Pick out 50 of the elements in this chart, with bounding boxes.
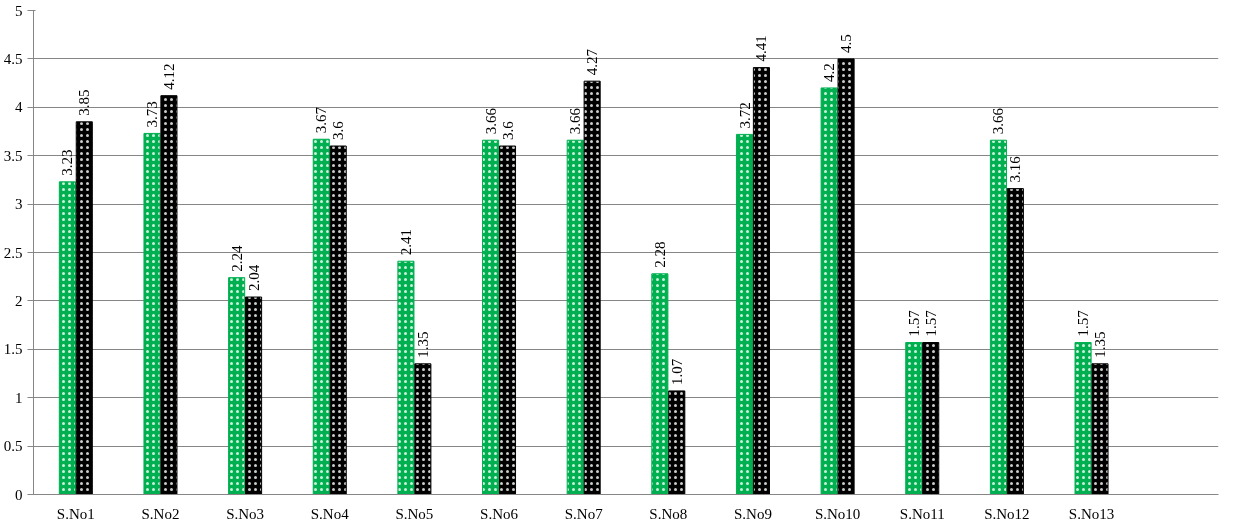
data-label: 3.23 <box>59 149 76 176</box>
y-tick-label: 0.5 <box>3 438 23 455</box>
x-tick-label: S.No1 <box>56 505 95 522</box>
data-label: 1.35 <box>1092 331 1108 358</box>
x-tick-label: S.No13 <box>1068 505 1115 522</box>
x-tick-label: S.No4 <box>310 505 350 522</box>
x-tick-label: S.No2 <box>141 505 180 522</box>
y-tick-label: 3.5 <box>3 147 23 164</box>
x-tick-label: S.No9 <box>734 505 772 522</box>
data-label: 4.5 <box>838 34 855 53</box>
data-label: 3.66 <box>482 107 499 135</box>
x-tick-label: S.No10 <box>814 505 861 522</box>
data-label: 3.66 <box>567 107 584 135</box>
data-label: 1.07 <box>668 358 685 385</box>
y-tick-label: 3 <box>15 196 23 213</box>
data-label: 1.35 <box>414 331 431 358</box>
data-label: 4.27 <box>584 48 601 76</box>
data-label: 3.6 <box>499 120 516 141</box>
data-label: 4.41 <box>753 35 770 62</box>
data-label: 3.67 <box>313 106 330 134</box>
data-label: 3.16 <box>1007 155 1024 183</box>
data-label: 3.72 <box>736 102 753 129</box>
x-tick-label: S.No6 <box>480 505 519 522</box>
y-tick-label: 2.5 <box>3 244 23 261</box>
data-label: 4.2 <box>821 63 838 82</box>
y-tick-label: 1 <box>15 389 23 406</box>
y-tick-label: 4.5 <box>3 50 23 67</box>
x-tick-label: S.No11 <box>899 505 945 522</box>
y-tick-label: 0 <box>15 486 23 503</box>
x-tick-label: S.No7 <box>564 505 604 522</box>
x-tick-label: S.No12 <box>984 505 1030 522</box>
data-label: 1.57 <box>1075 309 1092 337</box>
data-label: 2.28 <box>651 241 668 268</box>
data-label: 2.41 <box>397 228 414 256</box>
data-label: 2.04 <box>245 264 262 292</box>
data-label: 4.12 <box>160 63 177 90</box>
data-label: 1.57 <box>905 309 922 337</box>
y-tick-label: 4 <box>15 99 23 116</box>
x-tick-label: S.No8 <box>649 505 688 522</box>
y-tick-label: 2 <box>15 292 23 309</box>
data-label: 3.73 <box>144 101 160 128</box>
data-label: 3.85 <box>76 89 93 116</box>
x-tick-label: S.No5 <box>395 505 434 522</box>
data-label: 3.66 <box>990 107 1007 135</box>
data-label: 3.6 <box>330 120 347 141</box>
data-label: 2.24 <box>228 244 245 272</box>
y-tick-label: 5 <box>15 2 23 19</box>
y-tick-label: 1.5 <box>3 341 23 358</box>
x-tick-label: S.No3 <box>226 505 265 522</box>
data-label: 1.57 <box>922 309 939 337</box>
